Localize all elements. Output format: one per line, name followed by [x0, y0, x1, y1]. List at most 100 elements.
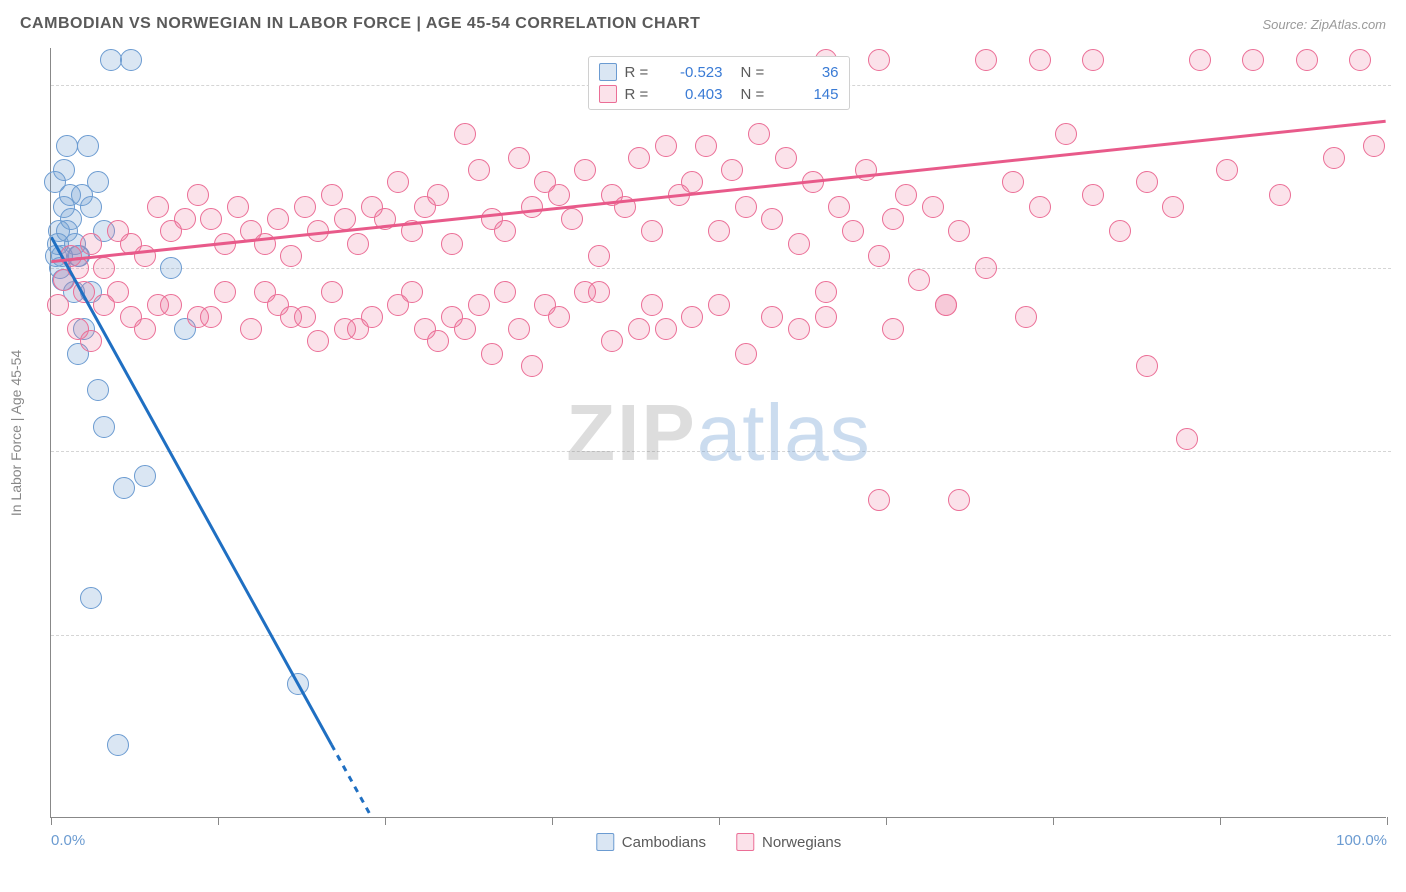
watermark-zip: ZIP: [566, 388, 696, 477]
legend-swatch: [596, 833, 614, 851]
data-point: [735, 196, 757, 218]
data-point: [815, 306, 837, 328]
data-point: [77, 135, 99, 157]
data-point: [93, 416, 115, 438]
data-point: [681, 306, 703, 328]
data-point: [868, 49, 890, 71]
y-tick-label: 55.0%: [1396, 626, 1406, 643]
correlation-legend-row: R =-0.523N =36: [599, 61, 839, 83]
x-tick-label: 100.0%: [1336, 832, 1387, 849]
data-point: [80, 330, 102, 352]
data-point: [588, 281, 610, 303]
title-bar: CAMBODIAN VS NORWEGIAN IN LABOR FORCE | …: [20, 10, 1386, 38]
data-point: [100, 49, 122, 71]
data-point: [267, 208, 289, 230]
data-point: [87, 379, 109, 401]
data-point: [321, 184, 343, 206]
data-point: [294, 196, 316, 218]
data-point: [240, 318, 262, 340]
data-point: [721, 159, 743, 181]
data-point: [761, 208, 783, 230]
data-point: [468, 159, 490, 181]
data-point: [641, 220, 663, 242]
data-point: [842, 220, 864, 242]
data-point: [882, 208, 904, 230]
data-point: [1162, 196, 1184, 218]
data-point: [334, 208, 356, 230]
data-point: [895, 184, 917, 206]
data-point: [287, 673, 309, 695]
data-point: [427, 184, 449, 206]
watermark: ZIPatlas: [566, 387, 870, 479]
data-point: [454, 318, 476, 340]
data-point: [80, 233, 102, 255]
x-tick-label: 0.0%: [51, 832, 85, 849]
series-legend: CambodiansNorwegians: [596, 833, 841, 851]
chart-title: CAMBODIAN VS NORWEGIAN IN LABOR FORCE | …: [20, 15, 700, 33]
data-point: [73, 281, 95, 303]
data-point: [681, 171, 703, 193]
x-tick: [385, 817, 386, 825]
data-point: [922, 196, 944, 218]
data-point: [788, 318, 810, 340]
data-point: [494, 220, 516, 242]
r-value: -0.523: [673, 64, 723, 81]
data-point: [788, 233, 810, 255]
data-point: [735, 343, 757, 365]
data-point: [174, 208, 196, 230]
data-point: [307, 220, 329, 242]
data-point: [614, 196, 636, 218]
data-point: [975, 49, 997, 71]
data-point: [1216, 159, 1238, 181]
data-point: [1176, 428, 1198, 450]
correlation-legend: R =-0.523N =36R =0.403N =145: [588, 56, 850, 110]
data-point: [93, 257, 115, 279]
data-point: [494, 281, 516, 303]
data-point: [815, 281, 837, 303]
data-point: [214, 233, 236, 255]
data-point: [534, 294, 556, 316]
data-point: [160, 294, 182, 316]
gridline: [51, 268, 1391, 269]
data-point: [708, 220, 730, 242]
data-point: [60, 245, 82, 267]
data-point: [574, 159, 596, 181]
data-point: [882, 318, 904, 340]
n-label: N =: [741, 86, 781, 103]
data-point: [1242, 49, 1264, 71]
data-point: [294, 306, 316, 328]
data-point: [441, 233, 463, 255]
data-point: [1363, 135, 1385, 157]
series-legend-label: Norwegians: [762, 834, 841, 851]
data-point: [948, 220, 970, 242]
data-point: [56, 135, 78, 157]
data-point: [387, 171, 409, 193]
data-point: [280, 245, 302, 267]
data-point: [227, 196, 249, 218]
data-point: [59, 184, 81, 206]
data-point: [1029, 196, 1051, 218]
data-point: [1109, 220, 1131, 242]
data-point: [120, 49, 142, 71]
x-tick: [719, 817, 720, 825]
data-point: [134, 245, 156, 267]
y-tick-label: 85.0%: [1396, 260, 1406, 277]
data-point: [695, 135, 717, 157]
plot-area: In Labor Force | Age 45-54 ZIPatlas R =-…: [50, 48, 1386, 818]
trend-line-dashed: [332, 745, 385, 817]
data-point: [48, 220, 70, 242]
gridline: [51, 451, 1391, 452]
series-legend-item: Norwegians: [736, 833, 841, 851]
data-point: [655, 135, 677, 157]
data-point: [454, 123, 476, 145]
data-point: [628, 147, 650, 169]
legend-swatch: [599, 85, 617, 103]
data-point: [1029, 49, 1051, 71]
data-point: [1002, 171, 1024, 193]
n-value: 145: [789, 86, 839, 103]
data-point: [80, 196, 102, 218]
source-attribution: Source: ZipAtlas.com: [1262, 17, 1386, 32]
watermark-atlas: atlas: [697, 388, 871, 477]
data-point: [1015, 306, 1037, 328]
gridline: [51, 635, 1391, 636]
